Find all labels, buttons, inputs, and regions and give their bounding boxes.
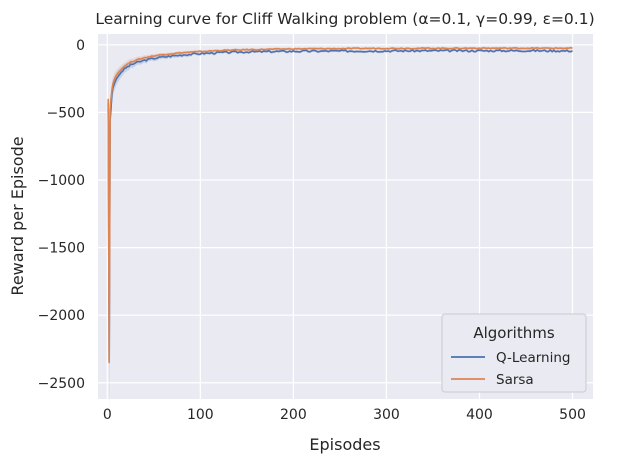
x-tick-label: 100	[187, 407, 214, 423]
legend-box	[441, 313, 587, 393]
y-tick-label: −2000	[38, 308, 85, 324]
y-tick-label: 0	[76, 38, 85, 54]
series-line-q-learning	[107, 48, 573, 362]
x-tick-label: 200	[280, 407, 307, 423]
legend-label-q-learning: Q-Learning	[496, 350, 570, 366]
y-tick-label: −500	[47, 105, 85, 121]
x-axis-title: Episodes	[309, 435, 380, 454]
y-tick-label: −2500	[38, 376, 85, 392]
legend-title: Algorithms	[473, 324, 554, 342]
series-lines	[107, 46, 573, 364]
y-axis-title: Reward per Episode	[8, 136, 27, 295]
y-tick-label: −1500	[38, 241, 85, 257]
legend-label-sarsa: Sarsa	[496, 372, 534, 388]
y-tick-labels: 0 −500 −1000 −1500 −2000 −2500	[38, 38, 85, 392]
x-tick-label: 500	[559, 407, 586, 423]
x-tick-label: 0	[103, 407, 112, 423]
series-line-sarsa	[107, 46, 573, 364]
x-tick-label: 300	[373, 407, 400, 423]
y-tick-label: −1000	[38, 173, 85, 189]
x-tick-label: 400	[466, 407, 493, 423]
legend: Algorithms Q-Learning Sarsa	[441, 313, 587, 393]
chart-title: Learning curve for Cliff Walking problem…	[95, 10, 594, 28]
x-tick-labels: 0 100 200 300 400 500	[103, 407, 586, 423]
